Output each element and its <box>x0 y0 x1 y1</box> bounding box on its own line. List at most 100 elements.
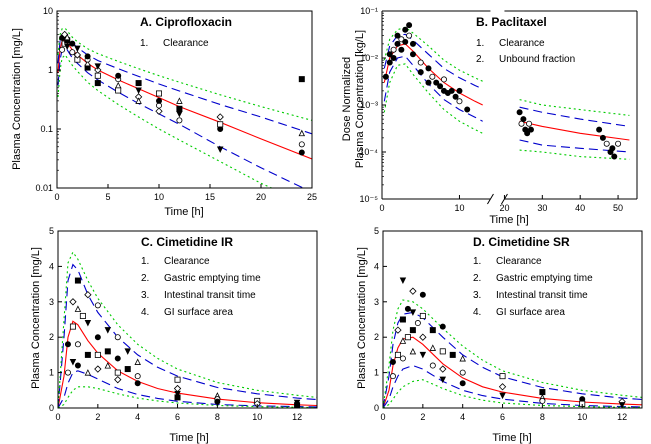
panel-c-data-point <box>74 277 81 284</box>
panel-d-data-point <box>449 351 456 358</box>
panel-c-data-point <box>69 323 76 330</box>
panel-d-data-point <box>498 383 507 391</box>
panel-a-data-point <box>216 113 224 121</box>
panel-b-data-point <box>402 38 409 45</box>
panel-c-data-point <box>94 351 101 358</box>
panel-d-title: D. Cimetidine SR <box>473 235 570 249</box>
panel-a-x-tick-label: 20 <box>256 192 266 202</box>
panel-c-data-point <box>84 320 92 327</box>
panel-d-data-point <box>399 277 407 285</box>
panel-a-data-point <box>298 149 305 156</box>
panel-b-series-1-line-left <box>383 33 483 90</box>
panel-d-data-point <box>439 376 447 384</box>
panel-b-data-point <box>382 73 389 80</box>
panel-a-data-point <box>63 43 71 51</box>
panel-a-data-point <box>217 121 224 128</box>
panel-d-series-1-line <box>383 311 642 408</box>
panel-b: B. Paclitaxel 1. Clearance 2. Unbound fr… <box>341 6 638 226</box>
panel-b-data-point <box>425 79 432 86</box>
panel-c-data-point <box>74 362 81 369</box>
panel-b-xlabel: Time [h] <box>489 214 528 226</box>
panel-b-x-tick-label: 50 <box>613 203 623 213</box>
panel-b-data-point <box>429 73 436 80</box>
panel-b-y-tick-label: 10⁻¹ <box>360 6 378 16</box>
panel-c-data-point <box>69 358 77 366</box>
panel-c-x-tick-label: 2 <box>95 412 100 422</box>
panel-b-data-point <box>524 130 531 137</box>
panel-a-data-point <box>94 66 102 74</box>
panel-c-data-point <box>79 312 86 319</box>
panel-b-series-3-line-right <box>519 99 630 116</box>
panel-b-item-2-num: 2. <box>476 54 484 65</box>
panel-d-y-tick-label: 5 <box>374 226 379 236</box>
panel-a-y-tick-label: 1 <box>48 65 53 75</box>
panel-d-data-point <box>429 344 437 351</box>
panel-c-data-point <box>84 291 92 299</box>
panel-c-data-point <box>124 348 131 355</box>
panel-b-data-point <box>526 120 533 127</box>
panel-b-axis-break-mark <box>487 193 494 205</box>
panel-b-data-point <box>527 126 534 133</box>
panel-b-data-point <box>609 145 616 152</box>
panel-b-data-point <box>599 134 606 141</box>
panel-c-title: C. Cimetidine IR <box>141 235 233 249</box>
panel-d-data-point <box>389 358 396 365</box>
panel-d-data-point <box>429 362 436 369</box>
panel-c-data-point <box>114 376 122 384</box>
panel-d-data-point <box>499 392 506 400</box>
panel-b-data-point <box>390 55 397 62</box>
panel-c-data-point <box>174 394 181 401</box>
panel-c-data-point <box>134 358 141 365</box>
panel-c-ylabel: Plasma Concentration [mg/L] <box>30 247 42 389</box>
panel-d-data-point <box>409 347 417 355</box>
panel-c-data-point <box>174 376 181 383</box>
panel-c-data-point <box>64 341 71 348</box>
panel-a: A. Ciprofloxacin 1. Clearance Time [h] P… <box>11 6 317 218</box>
panel-d-item-1-num: 1. <box>473 256 481 267</box>
panel-d-data-point <box>409 327 416 334</box>
panel-c-item-4-num: 4. <box>141 307 149 318</box>
panel-c-series-3-line <box>58 251 317 408</box>
panel-b-y-tick-label: 10⁻⁵ <box>360 194 379 204</box>
panel-d-data-point <box>459 380 466 387</box>
panel-b-x-tick-label: 10 <box>454 203 464 213</box>
panel-d-plot-frame <box>382 230 643 409</box>
panel-a-data-point <box>176 117 183 124</box>
panel-c-data-point <box>134 373 141 380</box>
panel-d-y-tick-label: 0 <box>374 403 379 413</box>
panel-c-data-point <box>94 334 101 341</box>
panel-d-y-tick-label: 2 <box>374 332 379 342</box>
panel-c-data-point <box>104 327 112 334</box>
panel-c-data-point <box>124 366 131 373</box>
panel-b-series-4-line-right <box>519 149 630 160</box>
panel-c-x-tick-label: 12 <box>292 412 302 422</box>
panel-d-x-tick-label: 12 <box>617 412 627 422</box>
panel-d-data-point <box>439 365 447 373</box>
panel-b-x-tick-label: 30 <box>537 203 547 213</box>
panel-b-data-point <box>603 140 610 147</box>
panel-b-data-point <box>433 79 440 86</box>
panel-a-data-point <box>135 80 142 87</box>
panel-a-data-point <box>216 146 224 153</box>
panel-b-data-point <box>516 109 523 116</box>
panel-d-y-tick-label: 4 <box>374 261 379 271</box>
panel-d-data-point <box>459 369 466 376</box>
panel-d-data-point <box>389 373 396 380</box>
panel-a-data-point <box>155 97 162 104</box>
panel-a-item-1-num: 1. <box>140 38 148 49</box>
panel-d-series-4-line <box>383 379 642 408</box>
panel-c-y-tick-label: 4 <box>49 261 54 271</box>
panel-a-xlabel: Time [h] <box>164 206 203 218</box>
panel-c-data-point <box>174 390 181 398</box>
panel-c-item-1: Clearance <box>164 256 210 267</box>
panel-a-series-2-line <box>57 46 305 188</box>
panel-c-item-3-num: 3. <box>141 290 149 301</box>
panel-a-data-point <box>155 90 162 97</box>
panel-a-data-point <box>298 76 305 83</box>
panel-b-data-point <box>386 59 393 66</box>
panel-c-data-point <box>114 355 121 362</box>
panel-c-series-0-line <box>58 320 317 408</box>
panel-a-x-tick-label: 0 <box>54 192 59 202</box>
panel-c-data-point <box>114 369 121 376</box>
